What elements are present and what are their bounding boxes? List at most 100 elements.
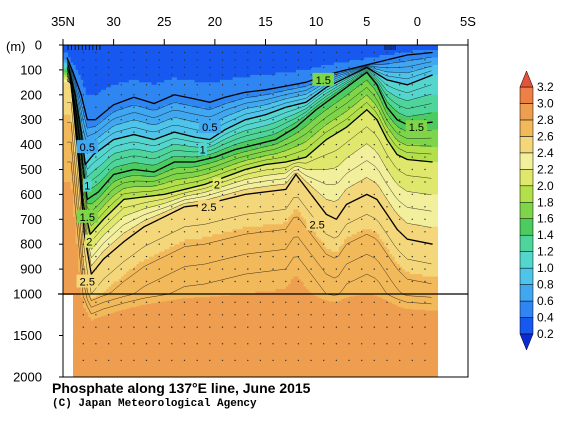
contour-label: 2.5 (80, 277, 95, 289)
sample-dot (412, 194, 413, 195)
sample-dot (348, 52, 349, 53)
sample-dot (108, 231, 109, 232)
sample-dot (361, 156, 362, 157)
sample-dot (146, 119, 147, 120)
sample-dot (108, 169, 109, 170)
sample-dot (234, 144, 235, 145)
sample-dot (234, 302, 235, 303)
depth-tick-label: 1500 (13, 328, 42, 343)
sample-dot (260, 94, 261, 95)
sample-dot (361, 84, 362, 85)
sample-dot (184, 181, 185, 182)
sample-dot (159, 119, 160, 120)
sample-dot (222, 119, 223, 120)
sample-dot (108, 268, 109, 269)
sample-dot (399, 84, 400, 85)
sample-dot (310, 327, 311, 328)
sample-dot (386, 84, 387, 85)
sample-dot (336, 131, 337, 132)
colorbar-label: 1.6 (537, 212, 554, 226)
sample-dot (184, 343, 185, 344)
sample-dot (272, 131, 273, 132)
sample-dot (336, 194, 337, 195)
sample-dot (412, 52, 413, 53)
sample-dot (310, 144, 311, 145)
colorbar-segment (520, 301, 533, 317)
sample-dot (209, 219, 210, 220)
sample-dot (298, 327, 299, 328)
contour-label: 1.5 (80, 212, 95, 224)
sample-dot (386, 52, 387, 53)
sample-dot (272, 206, 273, 207)
sample-dot (83, 231, 84, 232)
sample-dot (336, 107, 337, 108)
sample-dot (197, 169, 198, 170)
sample-dot (424, 219, 425, 220)
sample-dot (374, 219, 375, 220)
sample-dot (209, 52, 210, 53)
sample-dot (197, 268, 198, 269)
sample-dot (184, 144, 185, 145)
sample-dot (159, 74, 160, 75)
sample-dot (234, 244, 235, 245)
sample-dot (386, 194, 387, 195)
sample-dot (171, 156, 172, 157)
sample-dot (386, 119, 387, 120)
sample-dot (171, 94, 172, 95)
sample-dot (159, 360, 160, 361)
sample-dot (209, 231, 210, 232)
sample-dot (386, 206, 387, 207)
sample-dot (133, 144, 134, 145)
sample-dot (336, 169, 337, 170)
depth-tick-label: 300 (20, 112, 42, 127)
sample-dot (146, 194, 147, 195)
sample-dot (386, 67, 387, 68)
depth-tick-label: 200 (20, 87, 42, 102)
colorbar-label: 2.6 (537, 129, 554, 143)
sample-dot (386, 244, 387, 245)
lat-tick-label: 10 (309, 14, 323, 29)
sample-dot (424, 327, 425, 328)
sample-dot (260, 107, 261, 108)
sample-dot (272, 244, 273, 245)
sample-dot (222, 302, 223, 303)
lat-tick-label: 0 (414, 14, 421, 29)
sample-dot (133, 94, 134, 95)
sample-dot (184, 256, 185, 257)
sample-dot (209, 144, 210, 145)
sample-dot (146, 231, 147, 232)
sample-dot (412, 268, 413, 269)
sample-dot (386, 268, 387, 269)
sample-dot (399, 256, 400, 257)
sample-dot (399, 156, 400, 157)
sample-dot (133, 281, 134, 282)
sample-dot (247, 343, 248, 344)
sample-dot (285, 302, 286, 303)
sample-dot (121, 302, 122, 303)
colorbar: 0.20.40.60.81.01.21.41.61.82.02.22.42.62… (520, 71, 554, 350)
sample-dot (197, 327, 198, 328)
sample-dot (146, 107, 147, 108)
sample-dot (361, 244, 362, 245)
sample-dot (336, 268, 337, 269)
sample-dot (336, 144, 337, 145)
sample-dot (95, 181, 96, 182)
sample-dot (234, 156, 235, 157)
sample-dot (95, 169, 96, 170)
sample-dot (399, 302, 400, 303)
sample-dot (197, 67, 198, 68)
sample-dot (197, 360, 198, 361)
sample-dot (310, 131, 311, 132)
sample-dot (260, 281, 261, 282)
sample-dot (234, 94, 235, 95)
sample-dot (323, 52, 324, 53)
sample-dot (197, 194, 198, 195)
sample-dot (108, 256, 109, 257)
sample-dot (247, 52, 248, 53)
sample-dot (222, 52, 223, 53)
sample-dot (310, 314, 311, 315)
sample-dot (197, 107, 198, 108)
sample-dot (272, 281, 273, 282)
colorbar-label: 0.2 (537, 327, 554, 341)
sample-dot (159, 67, 160, 68)
